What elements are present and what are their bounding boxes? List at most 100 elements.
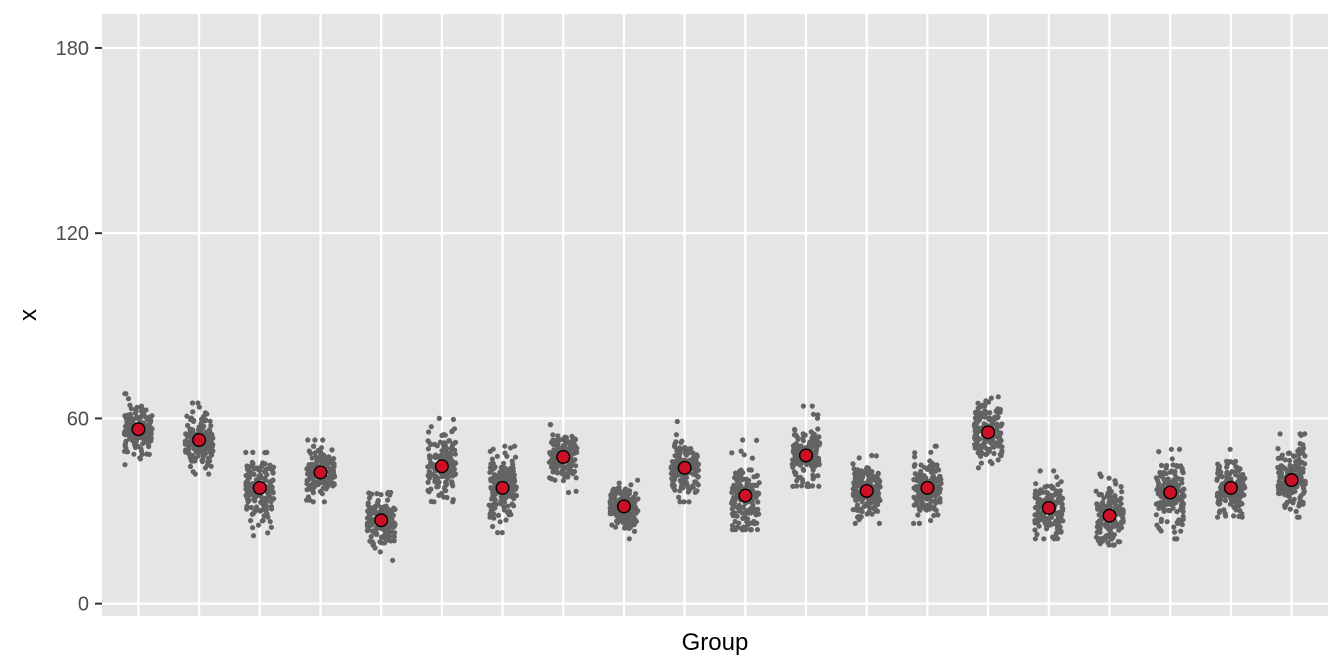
jitter-point xyxy=(1153,501,1159,507)
jitter-point xyxy=(1179,480,1185,486)
jitter-point xyxy=(1058,528,1064,535)
jitter-point xyxy=(268,503,274,510)
jitter-point xyxy=(749,455,756,461)
jitter-point xyxy=(1180,513,1186,519)
jitter-point xyxy=(1037,468,1043,474)
jitter-point xyxy=(630,514,636,520)
jitter-point xyxy=(1158,462,1165,468)
jitter-point xyxy=(320,437,326,443)
jitter-point xyxy=(729,523,736,529)
jitter-point xyxy=(934,463,940,469)
jitter-point xyxy=(425,438,431,444)
jitter-point xyxy=(268,524,274,530)
jitter-point xyxy=(1107,504,1113,510)
jitter-point xyxy=(866,509,872,515)
jitter-point xyxy=(1164,519,1170,525)
jitter-point xyxy=(989,460,995,467)
jitter-point xyxy=(916,506,923,512)
jitter-point xyxy=(250,525,256,531)
jitter-point xyxy=(309,455,315,461)
jitter-point xyxy=(695,474,701,480)
jitter-point xyxy=(869,452,875,459)
jitter-point xyxy=(208,452,214,458)
jitter-point xyxy=(312,437,318,443)
jitter-point xyxy=(1105,526,1112,532)
jitter-point xyxy=(258,507,264,513)
jitter-point xyxy=(1102,521,1108,528)
gridlines xyxy=(102,14,1328,616)
jitter-point xyxy=(1097,523,1103,530)
jitter-point xyxy=(1287,457,1293,464)
jitter-point xyxy=(694,452,700,458)
jitter-point xyxy=(1053,521,1059,527)
jitter-point xyxy=(1282,502,1288,508)
jitter-point xyxy=(428,441,434,448)
jitter-point xyxy=(677,456,683,462)
jitter-point xyxy=(378,534,384,540)
jitter-point xyxy=(679,479,685,485)
jitter-point xyxy=(187,463,194,470)
jitter-point xyxy=(494,453,500,459)
jitter-point xyxy=(1172,536,1178,542)
jitter-point xyxy=(497,519,503,525)
mean-point xyxy=(920,480,935,495)
jitter-point xyxy=(1237,466,1243,472)
jitter-point xyxy=(677,488,683,494)
jitter-point xyxy=(1164,463,1170,469)
jitter-point xyxy=(133,438,139,444)
jitter-point xyxy=(425,446,431,452)
jitter-point xyxy=(131,451,137,457)
jitter-point xyxy=(741,452,747,458)
jitter-point xyxy=(929,460,935,466)
jitter-point xyxy=(125,396,132,402)
jitter-point xyxy=(445,474,452,480)
mean-point xyxy=(1223,480,1238,495)
jitter-point xyxy=(754,482,760,489)
jitter-point xyxy=(912,454,918,460)
jitter-point xyxy=(327,466,333,472)
jitter-point xyxy=(491,465,497,471)
jitter-point xyxy=(244,503,250,509)
jitter-point xyxy=(565,440,571,446)
jitter-point xyxy=(491,515,497,521)
jitter-point xyxy=(1119,489,1125,495)
jitter-point xyxy=(677,499,683,505)
jitter-point xyxy=(875,508,881,514)
jitter-point xyxy=(614,518,620,524)
jitter-point xyxy=(742,509,749,516)
jitter-point xyxy=(1286,450,1293,456)
jitter-point xyxy=(865,500,871,506)
jitter-point xyxy=(377,549,383,555)
jitter-point xyxy=(1214,490,1221,496)
jitter-point xyxy=(1228,499,1235,506)
jitter-point xyxy=(809,483,816,489)
jitter-point xyxy=(392,530,398,536)
jitter-point xyxy=(670,479,676,485)
jitter-point xyxy=(1100,504,1106,511)
jitter-point xyxy=(810,476,816,482)
jitter-point xyxy=(498,465,504,471)
jitter-point xyxy=(245,494,251,501)
jitter-point xyxy=(797,462,803,468)
jitter-point xyxy=(802,432,808,438)
jitter-point xyxy=(378,504,384,510)
jitter-point xyxy=(748,510,754,516)
jitter-point xyxy=(1118,525,1125,531)
jitter-point xyxy=(200,457,206,463)
jitter-point xyxy=(188,456,194,463)
jitter-point xyxy=(1293,508,1299,514)
jitter-point xyxy=(205,432,212,438)
jitter-point xyxy=(919,500,926,506)
jitter-point xyxy=(852,520,858,527)
jitter-point xyxy=(682,447,688,453)
jitter-point xyxy=(1215,470,1221,476)
jitter-point xyxy=(127,436,133,442)
jitter-point xyxy=(264,472,270,478)
jitter-point xyxy=(672,453,678,459)
jitter-point xyxy=(443,488,449,494)
jitter-point xyxy=(865,465,872,471)
jitter-point xyxy=(987,410,993,416)
jitter-point xyxy=(204,411,210,417)
jitter-point xyxy=(997,443,1004,449)
jitter-point xyxy=(800,466,806,472)
